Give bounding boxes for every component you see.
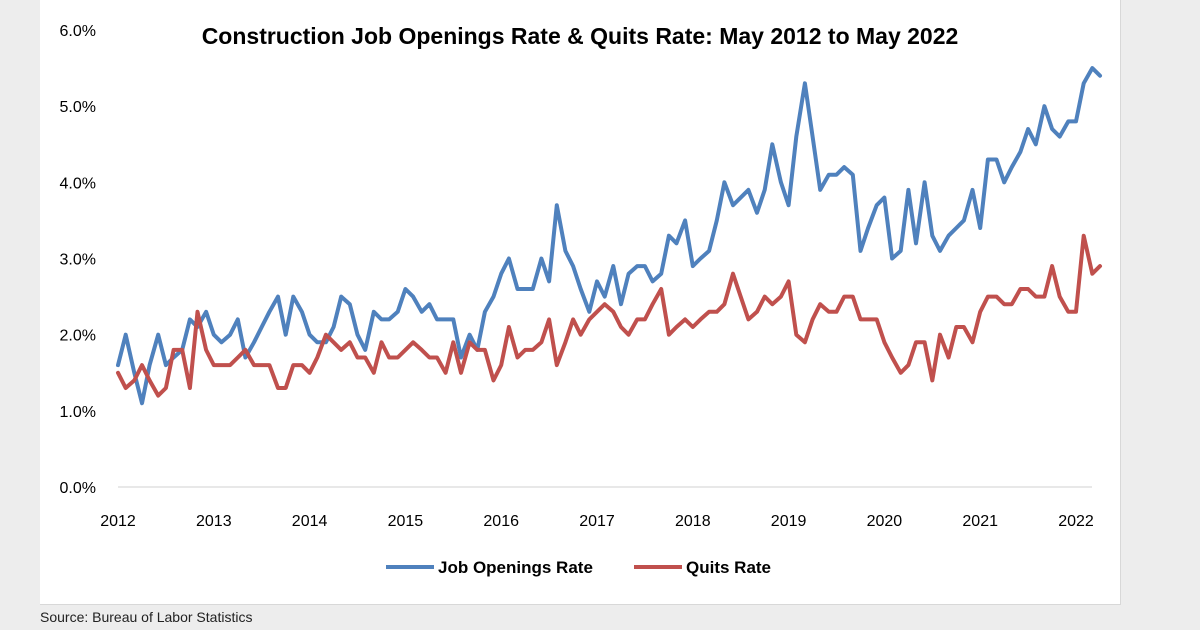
legend-label-quits: Quits Rate	[686, 558, 771, 577]
y-tick-label: 6.0%	[60, 23, 96, 40]
series-lines	[116, 66, 1102, 406]
legend-label-job-openings: Job Openings Rate	[438, 558, 593, 577]
x-tick-label: 2020	[867, 513, 903, 530]
x-tick-label: 2013	[196, 513, 232, 530]
y-tick-label: 4.0%	[60, 175, 96, 192]
legend: Job Openings Rate Quits Rate	[386, 558, 771, 577]
job-openings-rate-line	[116, 66, 1102, 406]
x-tick-label: 2015	[388, 513, 424, 530]
quits-rate-line	[116, 233, 1102, 398]
x-tick-label: 2022	[1058, 513, 1094, 530]
y-tick-label: 0.0%	[60, 480, 96, 497]
y-tick-label: 1.0%	[60, 404, 96, 421]
x-tick-label: 2017	[579, 513, 615, 530]
x-axis-labels: 2012 2013 2014 2015 2016 2017 2018 2019 2020 2021…	[100, 513, 1094, 530]
y-tick-label: 3.0%	[60, 252, 96, 269]
chart-frame: Construction Job Openings Rate & Quits R…	[40, 0, 1121, 605]
line-chart: Construction Job Openings Rate & Quits R…	[60, 23, 1102, 577]
x-tick-label: 2016	[483, 513, 519, 530]
x-tick-label: 2018	[675, 513, 711, 530]
source-note: Source: Bureau of Labor Statistics	[40, 609, 253, 625]
x-tick-label: 2021	[962, 513, 998, 530]
chart-title: Construction Job Openings Rate & Quits R…	[202, 23, 959, 49]
x-tick-label: 2012	[100, 513, 136, 530]
x-tick-label: 2019	[771, 513, 807, 530]
y-tick-label: 2.0%	[60, 328, 96, 345]
y-axis-labels: 0.0% 1.0% 2.0% 3.0% 4.0% 5.0% 6.0%	[60, 23, 96, 497]
x-tick-label: 2014	[292, 513, 328, 530]
y-tick-label: 5.0%	[60, 99, 96, 116]
